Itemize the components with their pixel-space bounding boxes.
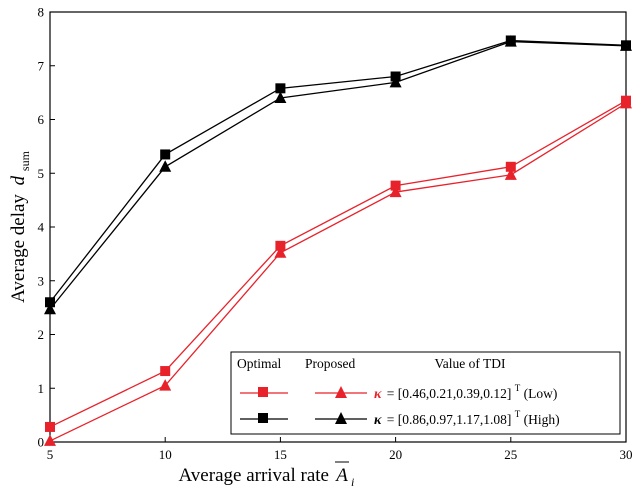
data-point-triangle	[389, 75, 402, 88]
legend-row-low-sup: T	[515, 383, 521, 393]
y-tick-label: 1	[38, 381, 45, 396]
y-tick-label: 0	[38, 435, 45, 450]
legend-value-low: κ = [0.46,0.21,0.39,0.12] T (Low)	[374, 379, 557, 402]
legend-optimal-high-marker	[258, 413, 268, 423]
data-point-square	[45, 421, 55, 432]
series-line	[49, 100, 627, 428]
y-tick-label: 3	[38, 273, 45, 288]
legend-row-high-vector: = [0.86,0.97,1.17,1.08]	[387, 412, 512, 427]
series-high-proposed	[44, 35, 632, 315]
y-axis-title-main: Average delay	[8, 194, 29, 303]
data-point-square	[160, 366, 171, 377]
series-line	[49, 39, 627, 303]
y-axis-title-sub: sum	[18, 150, 32, 171]
series-low-proposed	[44, 96, 632, 446]
legend-box	[230, 351, 621, 435]
y-tick-label: 5	[38, 166, 45, 181]
y-tick-label: 2	[38, 327, 45, 342]
y-axis-title-symbol: d	[8, 175, 29, 185]
data-point-triangle	[504, 168, 517, 180]
legend-proposed-low-marker	[335, 386, 347, 398]
x-axis-title-main: Average arrival rate	[179, 465, 330, 486]
series-line	[49, 102, 627, 442]
data-point-triangle	[274, 91, 287, 103]
x-tick-label: 5	[47, 447, 54, 462]
series-layer	[44, 35, 632, 446]
legend-kappa-low: κ	[374, 387, 382, 402]
x-axis-title: Average arrival rate A i	[179, 461, 354, 489]
legend-header-optimal: Optimal	[237, 356, 281, 371]
data-point-triangle	[504, 35, 517, 47]
legend-row-low-label: (Low)	[524, 386, 558, 401]
y-axis-title: Average delay d sum	[8, 150, 32, 303]
x-tick-label: 30	[620, 447, 632, 462]
series-line	[49, 40, 627, 310]
axis-ticks: 0 1 2 3 4 5 6 7 8 5 10 15 20 25 30	[38, 5, 632, 463]
x-tick-label: 15	[274, 447, 287, 462]
legend-header-proposed: Proposed	[305, 356, 355, 371]
legend-kappa-high: κ	[374, 413, 382, 428]
x-tick-label: 20	[389, 447, 402, 462]
data-point-square	[160, 149, 171, 160]
data-point-triangle	[620, 39, 632, 51]
data-point-square	[505, 161, 516, 172]
legend-header-value: Value of TDI	[435, 356, 506, 371]
legend-row-high-label: (High)	[524, 412, 560, 427]
y-tick-label: 8	[38, 5, 45, 20]
y-tick-label: 4	[38, 220, 45, 235]
series-high-optimal	[45, 35, 631, 308]
data-point-triangle	[44, 434, 56, 446]
legend-value-high: κ = [0.86,0.97,1.17,1.08] T (High)	[374, 405, 560, 428]
legend-proposed-high-marker	[335, 412, 347, 424]
legend-row-high: κ = [0.86,0.97,1.17,1.08] T (High)	[240, 405, 560, 428]
data-point-triangle	[159, 379, 172, 391]
data-point-triangle	[274, 246, 287, 258]
data-point-triangle	[620, 96, 632, 109]
y-tick-label: 6	[38, 112, 45, 127]
x-axis-title-sub: i	[351, 475, 354, 489]
legend: Optimal Proposed Value of TDI κ = [0.46,…	[230, 351, 621, 435]
data-point-square	[275, 240, 286, 251]
data-point-square	[275, 83, 286, 94]
x-tick-label: 25	[504, 447, 517, 462]
legend-optimal-low-marker	[258, 387, 268, 397]
data-point-square	[45, 297, 55, 308]
legend-row-high-sup: T	[515, 409, 521, 419]
legend-row-low: κ = [0.46,0.21,0.39,0.12] T (Low)	[240, 379, 557, 402]
data-point-triangle	[159, 160, 172, 172]
data-point-triangle	[389, 185, 402, 198]
x-tick-label: 10	[159, 447, 172, 462]
legend-row-low-vector: = [0.46,0.21,0.39,0.12]	[387, 386, 512, 401]
y-tick-label: 7	[38, 58, 45, 73]
x-axis-title-symbol: A	[334, 465, 348, 486]
data-point-triangle	[44, 302, 56, 315]
